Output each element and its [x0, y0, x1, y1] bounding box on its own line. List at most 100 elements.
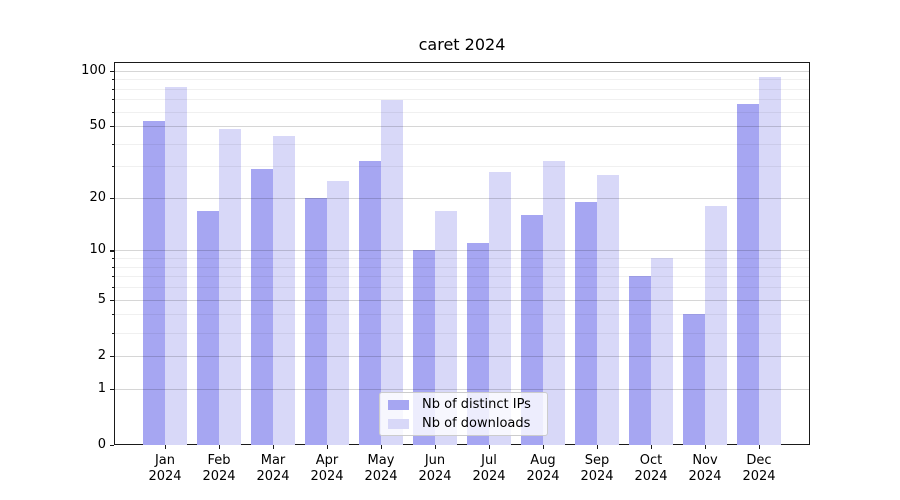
x-tick-label-year: 2024 [310, 468, 344, 484]
y-minortick-90 [111, 79, 114, 81]
gridline-minor-6 [115, 287, 809, 289]
gridline-minor-9 [115, 258, 809, 260]
x-tick-apr [327, 445, 329, 449]
y-minortick-30 [111, 166, 114, 168]
bar-nb-of-distinct-ips-jan [143, 121, 165, 445]
bar-nb-of-downloads-jul [489, 171, 511, 445]
gridline-minor-8 [115, 266, 809, 268]
y-minortick-40 [111, 143, 114, 145]
bar-nb-of-distinct-ips-may [359, 161, 381, 445]
bar-nb-of-downloads-jan [165, 86, 187, 445]
x-tick-label-month: Jan [154, 453, 176, 468]
bar-nb-of-downloads-apr [327, 180, 349, 445]
x-tick-oct [651, 445, 653, 449]
y-minortick-4 [111, 314, 114, 316]
gridline-major-2 [115, 355, 809, 357]
legend-item-nb-of-downloads: Nb of downloads [380, 416, 547, 432]
bar-nb-of-downloads-nov [705, 206, 727, 445]
x-tick-label-year: 2024 [580, 468, 614, 484]
x-tick-label-jul: Jul 2024 [459, 453, 519, 484]
y-tick-label-2: 2 [97, 347, 106, 363]
bar-nb-of-downloads-feb [219, 129, 241, 445]
plot-area [114, 62, 810, 445]
x-tick-label-month: Feb [207, 453, 231, 468]
x-tick-sep [597, 445, 599, 449]
x-tick-label-dec: Dec 2024 [729, 453, 789, 484]
bar-nb-of-distinct-ips-mar [251, 169, 273, 445]
gridline-major-20 [115, 198, 809, 199]
y-minortick-80 [111, 88, 114, 90]
gridline-minor-3 [115, 332, 809, 334]
x-tick-label-jan: Jan 2024 [135, 453, 195, 484]
x-tick-label-mar: Mar 2024 [243, 453, 303, 484]
x-tick-label-feb: Feb 2024 [189, 453, 249, 484]
bar-nb-of-distinct-ips-apr [305, 198, 327, 445]
x-tick-dec [759, 445, 761, 449]
y-tick-10 [110, 250, 114, 252]
chart-title: caret 2024 [418, 35, 506, 54]
y-tick-label-0: 0 [97, 437, 106, 452]
x-tick-label-year: 2024 [148, 468, 182, 484]
x-tick-label-year: 2024 [256, 468, 290, 484]
y-tick-50 [110, 126, 114, 128]
x-tick-label-apr: Apr 2024 [297, 453, 357, 484]
bar-nb-of-distinct-ips-oct [629, 276, 651, 445]
x-tick-label-year: 2024 [202, 468, 236, 484]
y-tick-label-10: 10 [89, 242, 106, 258]
bar-nb-of-downloads-dec [759, 77, 781, 445]
bar-nb-of-downloads-mar [273, 136, 295, 445]
gridline-minor-70 [115, 99, 809, 101]
x-tick-may [381, 445, 383, 449]
x-tick-label-month: Nov [692, 453, 718, 468]
x-tick-label-month: Jul [481, 453, 497, 468]
y-tick-2 [110, 355, 114, 358]
x-tick-label-year: 2024 [418, 468, 452, 484]
y-minortick-8 [111, 266, 114, 268]
y-minortick-3 [111, 332, 114, 334]
x-tick-label-nov: Nov 2024 [675, 453, 735, 484]
legend-swatch-nb-of-downloads [388, 418, 409, 429]
y-minortick-9 [111, 258, 114, 260]
y-tick-0 [110, 445, 114, 447]
legend-item-nb-of-distinct-ips: Nb of distinct IPs [380, 397, 547, 413]
y-tick-label-5: 5 [97, 291, 106, 307]
gridline-major-1 [115, 388, 809, 390]
x-tick-label-month: Apr [315, 453, 339, 468]
y-tick-20 [110, 198, 114, 200]
legend-label-nb-of-distinct-ips: Nb of distinct IPs [422, 397, 531, 412]
bar-nb-of-downloads-may [381, 100, 403, 445]
x-tick-label-month: Dec [746, 453, 772, 468]
bar-nb-of-distinct-ips-feb [197, 210, 219, 445]
gridline-minor-7 [115, 276, 809, 278]
bar-nb-of-downloads-sep [597, 174, 619, 445]
gridline-minor-30 [115, 166, 809, 168]
gridline-major-100 [115, 70, 809, 72]
y-minortick-70 [111, 99, 114, 101]
x-tick-label-year: 2024 [688, 468, 722, 484]
y-minortick-60 [111, 111, 114, 113]
bar-nb-of-downloads-aug [543, 161, 565, 445]
y-minortick-7 [111, 276, 114, 278]
gridline-minor-60 [115, 111, 809, 113]
y-tick-1 [110, 388, 114, 390]
x-tick-jul [489, 445, 491, 449]
x-tick-mar [273, 445, 275, 449]
x-tick-label-sep: Sep 2024 [567, 453, 627, 484]
gridline-minor-80 [115, 88, 809, 90]
gridline-major-10 [115, 250, 809, 252]
x-tick-label-year: 2024 [472, 468, 506, 484]
x-tick-label-jun: Jun 2024 [405, 453, 465, 484]
x-tick-jan [165, 445, 167, 449]
y-tick-5 [110, 299, 114, 301]
bar-nb-of-distinct-ips-aug [521, 215, 543, 445]
x-tick-label-year: 2024 [526, 468, 560, 484]
y-tick-label-20: 20 [89, 190, 106, 205]
x-tick-label-month: May [367, 453, 395, 468]
legend-swatch-nb-of-distinct-ips [388, 399, 409, 410]
gridline-minor-40 [115, 143, 809, 145]
gridline-minor-90 [115, 79, 809, 81]
x-tick-aug [543, 445, 545, 449]
x-tick-label-year: 2024 [634, 468, 668, 484]
x-tick-label-month: Oct [639, 453, 663, 468]
